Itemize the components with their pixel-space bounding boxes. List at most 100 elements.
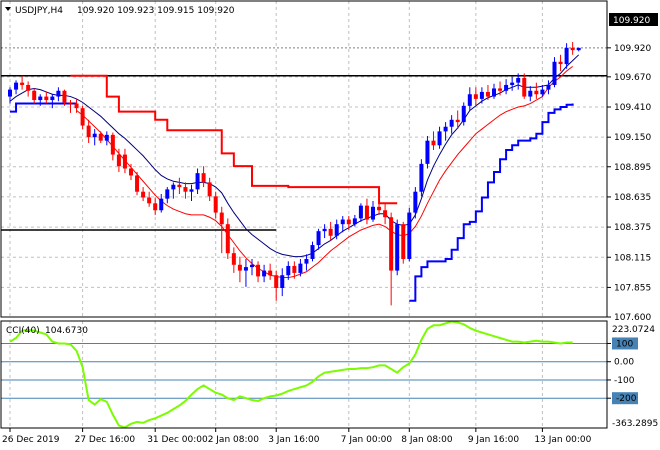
candle-body[interactable] <box>165 189 170 199</box>
candle-body[interactable] <box>274 275 279 288</box>
candle-body[interactable] <box>171 184 176 190</box>
candle-body[interactable] <box>250 264 254 268</box>
candle-body[interactable] <box>219 212 224 225</box>
candle-body[interactable] <box>473 94 478 99</box>
candle-body[interactable] <box>516 78 521 83</box>
candle-body[interactable] <box>262 270 267 277</box>
candle-body[interactable] <box>498 88 503 91</box>
candle-body[interactable] <box>195 173 200 190</box>
candle-body[interactable] <box>383 210 388 218</box>
candle-body[interactable] <box>104 134 109 141</box>
candle-body[interactable] <box>377 206 382 211</box>
candle-body[interactable] <box>98 133 103 141</box>
candle-body[interactable] <box>395 224 400 271</box>
candle-body[interactable] <box>443 126 448 132</box>
candle-body[interactable] <box>286 265 291 276</box>
candle-body[interactable] <box>8 89 12 97</box>
candle-body[interactable] <box>371 206 375 220</box>
candle-body[interactable] <box>340 219 345 225</box>
candle-body[interactable] <box>492 88 496 97</box>
candle-body[interactable] <box>419 163 424 192</box>
candle-body[interactable] <box>20 82 25 85</box>
collapse-triangle-icon[interactable] <box>5 7 11 11</box>
candle-body[interactable] <box>467 94 472 106</box>
candle-body[interactable] <box>231 253 236 265</box>
candle-body[interactable] <box>552 61 557 85</box>
candle-body[interactable] <box>135 175 140 192</box>
candle-body[interactable] <box>558 61 563 65</box>
candle-body[interactable] <box>528 90 533 97</box>
candle-body[interactable] <box>141 191 146 198</box>
candle-body[interactable] <box>177 184 182 188</box>
candle-body[interactable] <box>570 47 575 51</box>
candle-body[interactable] <box>56 90 61 97</box>
price-tick-label: 108.115 <box>614 253 651 263</box>
candle-body[interactable] <box>129 168 133 176</box>
candle-body[interactable] <box>68 102 73 104</box>
candle-body[interactable] <box>44 96 49 101</box>
candle-body[interactable] <box>189 189 194 192</box>
candle-body[interactable] <box>401 224 406 259</box>
candle-body[interactable] <box>74 103 79 109</box>
candle-body[interactable] <box>461 105 466 123</box>
candle-body[interactable] <box>334 224 339 236</box>
candle-body[interactable] <box>449 119 454 127</box>
candle-body[interactable] <box>38 96 43 101</box>
candle-body[interactable] <box>389 217 394 271</box>
candle-body[interactable] <box>50 96 55 101</box>
candle-body[interactable] <box>534 90 539 95</box>
candle-body[interactable] <box>201 173 206 183</box>
candle-body[interactable] <box>14 82 19 90</box>
candle-body[interactable] <box>147 197 152 204</box>
candle-body[interactable] <box>310 245 315 259</box>
candle-body[interactable] <box>80 108 85 126</box>
candle-body[interactable] <box>268 270 273 276</box>
candle-body[interactable] <box>485 91 490 97</box>
candle-body[interactable] <box>62 90 67 103</box>
cci-plot[interactable] <box>1 320 607 429</box>
price-plot[interactable] <box>1 42 607 306</box>
candle-body[interactable] <box>159 198 164 211</box>
candle-body[interactable] <box>352 218 357 225</box>
candle-body[interactable] <box>455 119 460 123</box>
candle-body[interactable] <box>304 258 309 264</box>
candle-body[interactable] <box>225 224 230 254</box>
candle-body[interactable] <box>346 219 351 225</box>
candle-body[interactable] <box>92 133 97 138</box>
candle-body[interactable] <box>522 78 527 97</box>
candle-body[interactable] <box>479 91 484 99</box>
candle-body[interactable] <box>243 267 248 271</box>
candle-body[interactable] <box>564 47 569 65</box>
candle-body[interactable] <box>110 134 115 155</box>
candle-body[interactable] <box>576 47 581 51</box>
candle-body[interactable] <box>213 196 218 213</box>
candle-body[interactable] <box>153 203 158 211</box>
candle-body[interactable] <box>298 263 303 273</box>
candle-body[interactable] <box>237 264 242 271</box>
candle-body[interactable] <box>364 205 369 220</box>
candle-body[interactable] <box>292 265 297 273</box>
candle-body[interactable] <box>431 140 436 146</box>
candle-body[interactable] <box>256 264 261 277</box>
candle-body[interactable] <box>328 228 333 236</box>
candle-body[interactable] <box>207 182 212 197</box>
candle-body[interactable] <box>413 191 418 213</box>
price-tick-label: 109.920 <box>614 44 651 54</box>
candle-body[interactable] <box>116 154 121 167</box>
candle-body[interactable] <box>183 187 188 192</box>
candle-body[interactable] <box>32 90 37 101</box>
candle-body[interactable] <box>316 231 321 246</box>
candle-body[interactable] <box>322 228 327 232</box>
candle-body[interactable] <box>425 140 430 164</box>
candle-body[interactable] <box>437 131 442 146</box>
candle-body[interactable] <box>504 84 509 91</box>
candle-body[interactable] <box>122 154 127 169</box>
candle-body[interactable] <box>546 84 551 90</box>
candle-body[interactable] <box>280 275 285 288</box>
candle-body[interactable] <box>358 205 363 219</box>
candle-body[interactable] <box>510 82 515 85</box>
candle-body[interactable] <box>540 89 545 95</box>
candle-body[interactable] <box>86 125 91 138</box>
candle-body[interactable] <box>26 84 31 91</box>
candle-body[interactable] <box>407 212 412 259</box>
